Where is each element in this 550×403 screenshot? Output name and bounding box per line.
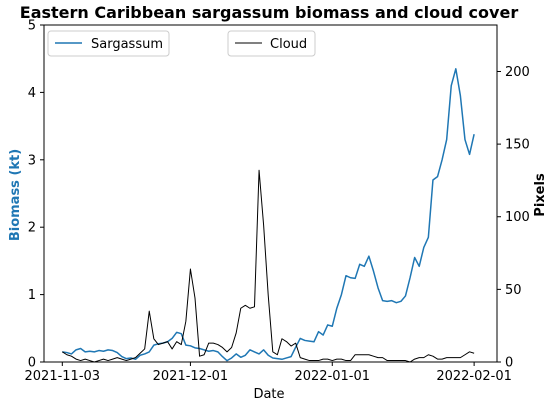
axes-layer: 2021-11-03 2021-12-01 2022-01-01 2022-02-01… [25, 19, 530, 385]
series-layer [62, 68, 475, 363]
legend-cloud-label: Cloud [270, 37, 307, 52]
y-left-tick-label: 2 [28, 221, 36, 236]
x-tick-label: 2022-01-01 [294, 369, 370, 384]
legend-sargassum-label: Sargassum [91, 37, 163, 52]
legend: Sargassum Cloud [47, 30, 316, 57]
y-axis-right-title: Pixels [533, 173, 548, 217]
chart-title: Eastern Caribbean sargassum biomass and … [20, 3, 519, 22]
y-left-tick-label: 1 [28, 288, 36, 303]
y-left-tick-label: 0 [28, 356, 36, 371]
y-right-tick-label: 150 [505, 138, 530, 153]
plot-frame [43, 24, 498, 363]
series-line-cloud [62, 169, 475, 363]
y-right-tick-label: 100 [505, 210, 530, 225]
x-tick-label: 2022-02-01 [436, 369, 512, 384]
x-axis-title: Date [253, 387, 284, 402]
y-axis-left-title: Biomass (kt) [8, 149, 23, 241]
legend-sargassum-box [47, 30, 170, 57]
series-line-sargassum [62, 68, 475, 362]
legend-cloud-box [227, 30, 316, 57]
x-tick-label: 2021-11-03 [25, 369, 101, 384]
y-left-tick-label: 3 [28, 153, 36, 168]
y-right-tick-label: 0 [505, 356, 513, 371]
y-left-tick-label: 5 [28, 19, 36, 34]
y-left-tick-label: 4 [28, 86, 36, 101]
y-right-tick-label: 50 [505, 283, 522, 298]
y-right-tick-label: 200 [505, 65, 530, 80]
x-tick-label: 2021-12-01 [153, 369, 229, 384]
